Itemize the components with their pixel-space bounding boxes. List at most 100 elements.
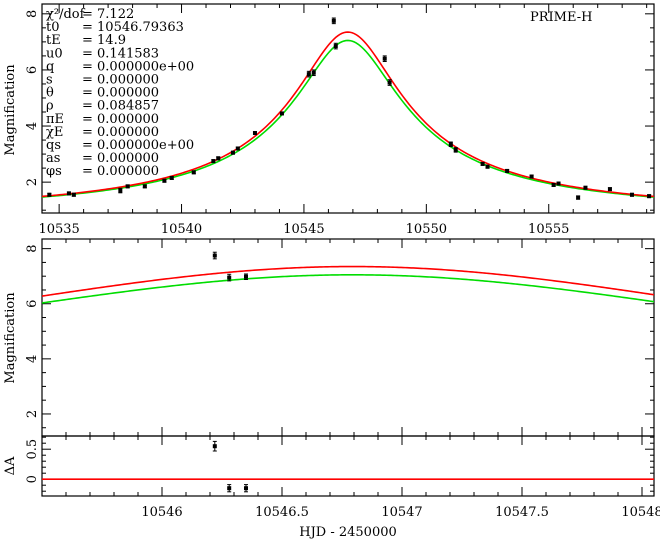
point-marker — [212, 444, 217, 449]
param-label: u0 — [46, 46, 63, 61]
data-point — [125, 184, 130, 189]
point-marker — [331, 18, 336, 23]
data-point — [244, 484, 248, 493]
point-marker — [311, 70, 316, 75]
point-marker — [162, 178, 167, 183]
data-point — [279, 111, 284, 116]
data-point — [480, 161, 485, 166]
data-point — [118, 187, 123, 194]
point-marker — [382, 56, 387, 61]
data-point — [647, 194, 652, 199]
point-marker — [629, 192, 634, 197]
data-point — [47, 192, 52, 197]
y-tick-label: 4 — [25, 355, 40, 363]
x-tick-label: 10547.5 — [495, 505, 549, 520]
data-point — [529, 174, 534, 179]
point-marker — [169, 175, 174, 180]
point-marker — [279, 111, 284, 116]
y-tick-label: 4 — [25, 122, 40, 130]
param-value: = 0.000000 — [82, 125, 159, 140]
data-point — [212, 440, 217, 452]
data-point — [71, 192, 76, 197]
top-ylabel: Magnification — [3, 64, 18, 156]
bottom-ylabel: ΔA — [3, 456, 18, 475]
point-marker — [529, 174, 534, 179]
point-marker — [71, 192, 76, 197]
param-label: s — [46, 73, 53, 88]
data-point — [505, 168, 510, 173]
x-tick-label: 10550 — [406, 222, 447, 237]
param-label: χ²/dof — [46, 7, 86, 22]
point-marker — [125, 184, 130, 189]
x-tick-label: 10546.5 — [255, 505, 309, 520]
x-tick-label: 10540 — [161, 222, 202, 237]
point-marker — [216, 156, 221, 161]
data-point — [244, 273, 248, 281]
param-value: = 0.000000 — [82, 73, 159, 88]
data-point — [387, 79, 392, 86]
data-point — [331, 17, 336, 25]
data-point — [211, 159, 216, 164]
point-marker — [505, 168, 510, 173]
point-marker — [647, 194, 652, 199]
point-marker — [551, 182, 556, 187]
data-point — [556, 181, 561, 186]
param-label: as — [46, 151, 60, 166]
point-marker — [244, 486, 248, 491]
point-marker — [448, 142, 453, 147]
data-point — [576, 195, 581, 200]
point-marker — [227, 275, 232, 280]
top-panel-frame — [41, 3, 655, 214]
y-tick-label: 2 — [25, 178, 40, 186]
y-tick-label: 8 — [25, 10, 40, 18]
data-point — [583, 185, 588, 190]
bottom-panel: 10546 10546.5 10547 10547.5 10548 0 0.5 — [25, 436, 660, 520]
data-point — [227, 484, 232, 493]
x-tick-label: 10548 — [621, 505, 660, 520]
y-tick-label: 2 — [25, 410, 40, 418]
param-label: t0 — [46, 20, 60, 35]
data-point — [66, 191, 71, 196]
param-label: φs — [46, 164, 62, 179]
point-marker — [66, 191, 71, 196]
point-marker — [118, 188, 123, 193]
data-point — [333, 42, 338, 50]
param-label: χE — [46, 125, 63, 140]
x-tick-label: 10555 — [528, 222, 569, 237]
point-marker — [480, 161, 485, 166]
data-point — [306, 70, 311, 78]
param-value: = 10546.79363 — [82, 20, 184, 35]
middle-panel-frame — [41, 238, 655, 437]
data-point — [629, 192, 634, 197]
x-tick-label: 10535 — [38, 222, 79, 237]
point-marker — [556, 181, 561, 186]
point-marker — [235, 146, 240, 151]
x-tick-label: 10545 — [283, 222, 324, 237]
point-marker — [583, 185, 588, 190]
param-value: = 0.084857 — [82, 99, 159, 114]
point-marker — [453, 147, 458, 152]
point-marker — [576, 195, 581, 200]
point-marker — [306, 72, 311, 77]
data-point — [230, 150, 235, 155]
y-tick-label: 6 — [25, 300, 40, 308]
point-marker — [333, 44, 338, 49]
bottom-panel-frame — [41, 435, 655, 497]
param-label: qs — [46, 138, 61, 153]
y-tick-label: 6 — [25, 66, 40, 74]
data-point — [191, 170, 196, 175]
point-marker — [191, 170, 196, 175]
data-point — [485, 164, 490, 169]
data-point — [448, 141, 453, 148]
model-red-curve — [42, 265, 654, 297]
data-point — [607, 187, 612, 192]
parameter-block: χ²/dof= 7.122 t0 = 10546.79363 tE = 14.9 u0 = … — [46, 7, 194, 179]
param-value: = 0.000000 — [82, 164, 159, 179]
data-point — [216, 156, 221, 161]
x-tick-label: 10546 — [141, 505, 182, 520]
x-tick-label: 10547 — [381, 505, 422, 520]
point-marker — [607, 187, 612, 192]
param-value: = 0.000000 — [82, 151, 159, 166]
y-tick-label: 0.5 — [25, 439, 40, 460]
param-value: = 0.141583 — [82, 46, 159, 61]
